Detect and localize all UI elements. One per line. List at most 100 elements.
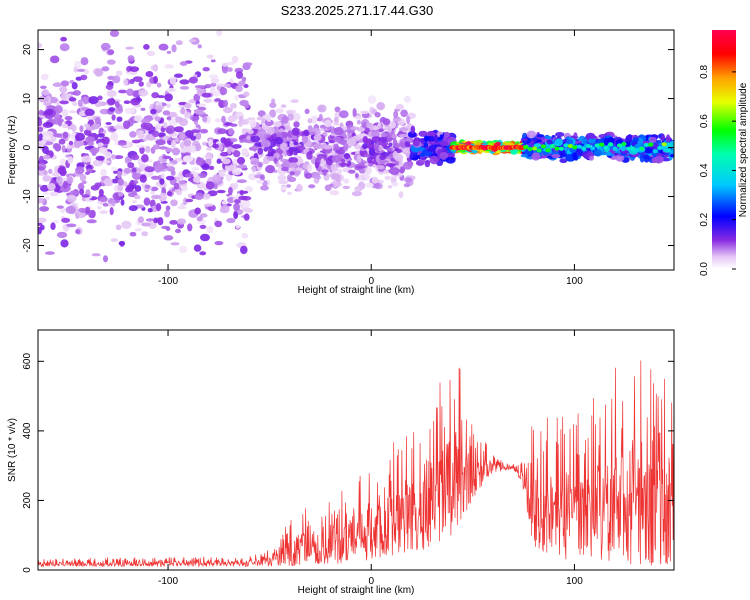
- heatmap-cell: [389, 120, 397, 129]
- heatmap-cell: [216, 158, 222, 164]
- heatmap-cell: [59, 86, 68, 93]
- heatmap-cell: [281, 166, 289, 172]
- heatmap-cell: [40, 184, 50, 192]
- heatmap-cell: [146, 50, 156, 57]
- heatmap-cell: [99, 196, 108, 202]
- heatmap-cell: [242, 207, 252, 213]
- heatmap-cell: [178, 180, 185, 185]
- heatmap-cell: [115, 224, 122, 231]
- heatmap-cell: [112, 75, 121, 84]
- heatmap-cell: [239, 189, 244, 196]
- heatmap-cell: [260, 185, 269, 191]
- heatmap-cell: [140, 107, 146, 111]
- colorbar-tick-label: 0.0: [699, 262, 710, 276]
- heatmap-cell: [126, 88, 134, 96]
- heatmap-cell: [38, 95, 49, 103]
- heatmap-cell: [38, 118, 43, 127]
- heatmap-cell: [656, 139, 662, 144]
- heatmap-cell: [563, 143, 569, 148]
- heatmap-cell: [308, 184, 316, 189]
- heatmap-cell: [86, 219, 97, 224]
- heatmap-cell: [160, 173, 165, 179]
- heatmap-cell: [273, 157, 278, 164]
- heatmap-cell: [66, 176, 74, 185]
- heatmap-cell: [86, 168, 93, 173]
- heatmap-cell: [106, 59, 116, 65]
- heatmap-cell: [98, 188, 104, 197]
- heatmap-cell: [175, 115, 180, 123]
- heatmap-cell: [221, 65, 229, 74]
- heatmap-cell: [79, 188, 85, 195]
- heatmap-cell: [415, 155, 421, 159]
- heatmap-cell: [216, 189, 226, 194]
- heatmap-cell: [616, 143, 623, 148]
- heatmap-cell: [352, 108, 357, 117]
- heatmap-cell: [173, 182, 180, 190]
- heatmap-cell: [191, 167, 200, 171]
- heatmap-cell: [85, 136, 96, 144]
- heatmap-cell: [110, 132, 119, 141]
- heatmap-cell: [428, 141, 437, 145]
- heatmap-cell: [38, 197, 43, 201]
- heatmap-cell: [221, 200, 229, 205]
- heatmap-cell: [652, 149, 658, 154]
- heatmap-cell: [589, 155, 594, 161]
- heatmap-cell: [91, 123, 100, 130]
- heatmap-cell: [81, 180, 87, 184]
- heatmap-cell: [566, 138, 574, 146]
- heatmap-cell: [652, 142, 659, 150]
- heatmap-cell: [121, 220, 132, 229]
- heatmap-cell: [166, 191, 173, 197]
- heatmap-cell: [132, 76, 143, 82]
- heatmap-cell: [108, 107, 116, 112]
- heatmap-cell: [111, 166, 118, 172]
- heatmap-cell: [235, 85, 243, 93]
- heatmap-cell: [62, 180, 68, 189]
- heatmap-cell: [322, 169, 327, 176]
- heatmap-cell: [194, 207, 201, 215]
- heatmap-cell: [195, 132, 202, 140]
- heatmap-cell: [123, 167, 132, 174]
- heatmap-cell: [383, 169, 390, 175]
- heatmap-cell: [235, 224, 241, 229]
- heatmap-cell: [193, 93, 201, 102]
- heatmap-cell: [201, 92, 212, 98]
- heatmap-cell: [224, 163, 235, 172]
- heatmap-cell: [152, 144, 160, 150]
- heatmap-cell: [75, 229, 81, 235]
- heatmap-cell: [304, 108, 310, 115]
- heatmap-cell: [84, 108, 95, 116]
- heatmap-cell: [91, 253, 101, 257]
- heatmap-cell: [196, 103, 206, 107]
- heatmap-cell: [66, 223, 77, 228]
- heatmap-cell: [296, 184, 303, 192]
- heatmap-cell: [80, 74, 88, 81]
- heatmap-cell: [290, 99, 299, 103]
- heatmap-cell: [250, 160, 260, 165]
- heatmap-cell: [227, 115, 237, 123]
- snr-x-axis-label: Height of straight line (km): [298, 585, 415, 596]
- heatmap-cell: [350, 126, 360, 131]
- heatmap-cell: [360, 110, 369, 114]
- colorbar-ticks: 0.0 0.2 0.4 0.6 0.8: [699, 64, 736, 276]
- colorbar: 0.0 0.2 0.4 0.6 0.8 Normalized spectral ampl…: [699, 30, 749, 276]
- heatmap-cell: [170, 242, 180, 246]
- heatmap-cell: [118, 191, 124, 197]
- heatmap-cell: [379, 154, 387, 160]
- heatmap-cell: [232, 158, 238, 166]
- heatmap-cell: [362, 143, 368, 150]
- heatmap-cell: [625, 146, 632, 151]
- heatmap-cell: [135, 144, 146, 148]
- heatmap-cell: [406, 115, 411, 125]
- heatmap-cell: [228, 128, 234, 136]
- x-tick-label: -100: [158, 576, 178, 587]
- heatmap-cell: [113, 170, 118, 174]
- heatmap-cell: [118, 89, 127, 94]
- heatmap-cell: [393, 110, 399, 119]
- heatmap-cell: [343, 142, 349, 152]
- heatmap-cell: [123, 78, 129, 86]
- heatmap-cell: [392, 138, 398, 147]
- heatmap-cell: [374, 112, 381, 118]
- heatmap-cell: [205, 152, 212, 159]
- y-tick-label: 20: [22, 44, 33, 56]
